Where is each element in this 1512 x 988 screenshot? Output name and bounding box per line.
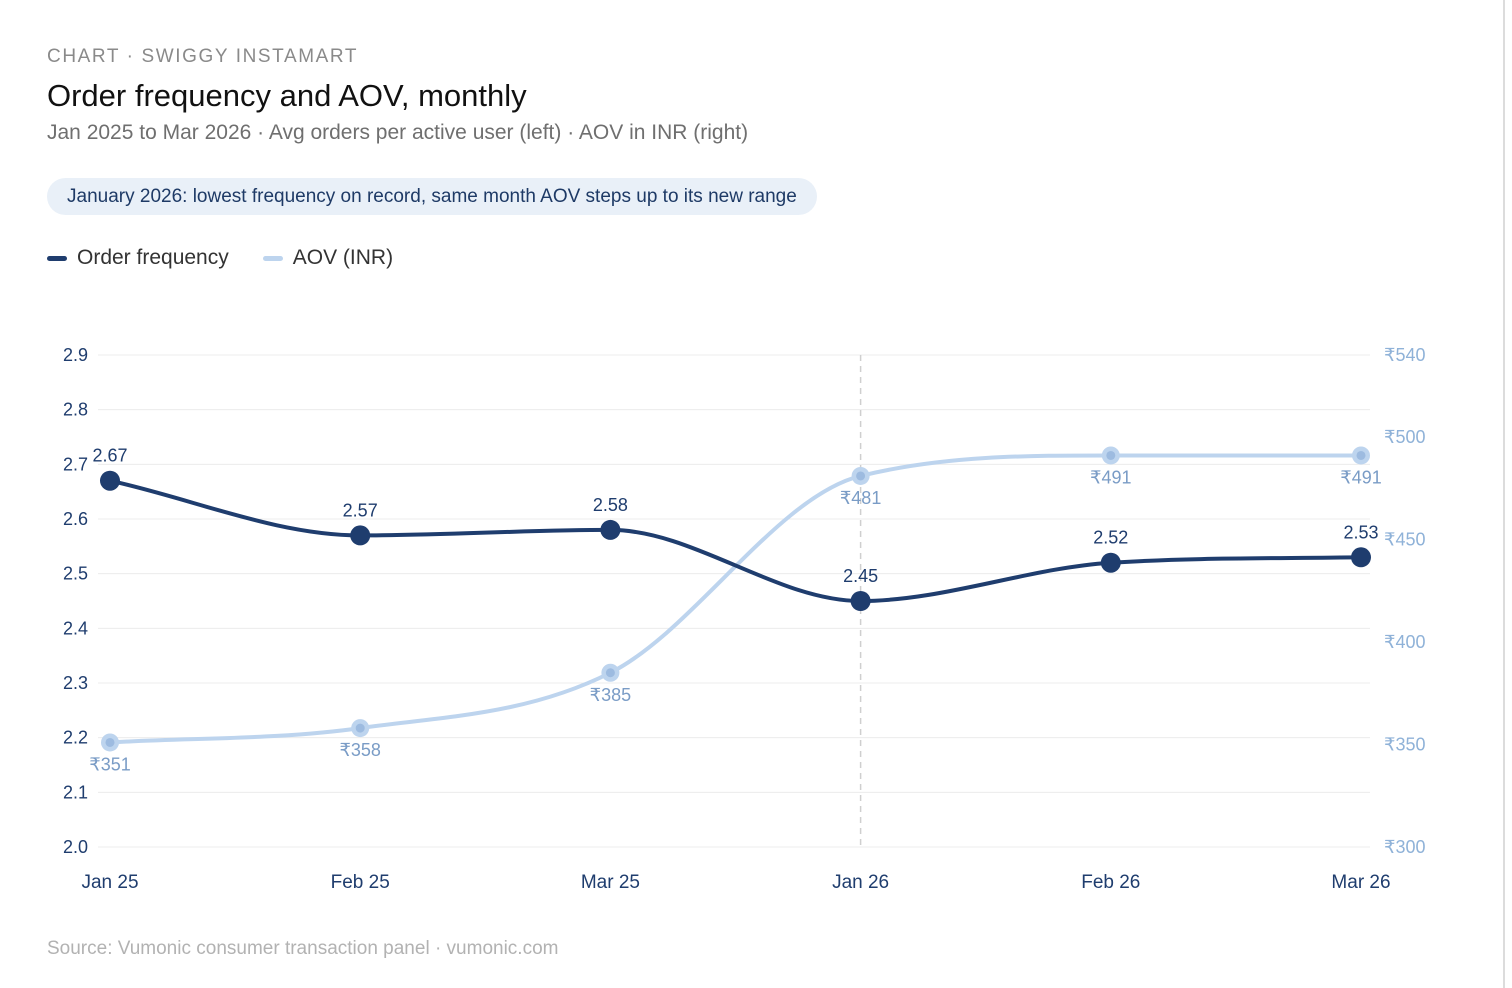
x-axis-tick-label: Mar 26	[1331, 872, 1390, 893]
window-edge-divider	[1503, 0, 1505, 988]
order-frequency-point	[1100, 552, 1121, 573]
aov-point-core	[1106, 450, 1116, 460]
left-axis-tick-label: 2.5	[63, 564, 88, 584]
chart-legend: Order frequency AOV (INR)	[47, 246, 393, 270]
order-frequency-data-label: 2.58	[593, 495, 628, 515]
left-axis-tick-label: 2.4	[63, 618, 88, 638]
chart-subtitle: Jan 2025 to Mar 2026 · Avg orders per ac…	[47, 121, 749, 144]
right-axis-tick-label: ₹540	[1384, 345, 1425, 365]
legend-swatch-aov	[262, 255, 283, 261]
left-axis-tick-label: 2.0	[63, 837, 88, 857]
left-axis-tick-label: 2.7	[63, 454, 88, 474]
x-axis-tick-label: Jan 25	[81, 872, 138, 893]
aov-data-label: ₹491	[1090, 467, 1131, 487]
aov-data-label: ₹385	[590, 685, 631, 705]
order-frequency-data-label: 2.67	[92, 446, 127, 466]
right-axis-tick-label: ₹400	[1384, 632, 1425, 652]
aov-point-core	[355, 723, 365, 733]
aov-point-core	[1356, 450, 1366, 460]
x-axis-tick-label: Mar 25	[581, 872, 640, 893]
aov-series-line	[108, 453, 1363, 745]
aov-data-label: ₹481	[840, 488, 881, 508]
right-axis-tick-label: ₹350	[1384, 735, 1425, 755]
chart-title: Order frequency and AOV, monthly	[47, 78, 527, 113]
legend-item-aov: AOV (INR)	[262, 246, 394, 270]
left-axis-tick-label: 2.8	[63, 400, 88, 420]
x-axis-tick-label: Jan 26	[832, 872, 889, 893]
annotation-callout: January 2026: lowest frequency on record…	[47, 178, 817, 215]
aov-data-label: ₹351	[89, 754, 130, 774]
order-frequency-point	[100, 470, 120, 491]
order-frequency-data-label: 2.53	[1343, 522, 1378, 542]
left-axis-tick-label: 2.6	[63, 509, 88, 529]
right-axis-tick-label: ₹450	[1384, 530, 1425, 550]
order-frequency-point	[850, 591, 871, 611]
source-footnote: Source: Vumonic consumer transaction pan…	[47, 938, 559, 959]
left-axis-tick-label: 2.1	[63, 782, 88, 802]
order-frequency-point	[350, 525, 371, 546]
aov-data-label: ₹358	[339, 740, 380, 760]
order-frequency-data-label: 2.52	[1093, 528, 1128, 548]
legend-swatch-order-frequency	[47, 255, 67, 261]
aov-point-core	[856, 471, 866, 481]
left-axis-tick-label: 2.9	[63, 345, 88, 365]
order-frequency-point	[1351, 547, 1371, 568]
order-frequency-data-label: 2.45	[843, 566, 878, 586]
order-frequency-series-line	[108, 478, 1363, 604]
aov-data-label: ₹491	[1340, 467, 1381, 487]
order-frequency-data-label: 2.57	[343, 500, 378, 520]
aov-point-core	[605, 668, 615, 678]
x-axis-tick-label: Feb 26	[1081, 872, 1140, 893]
right-axis-tick-label: ₹300	[1384, 837, 1425, 857]
legend-item-order-frequency: Order frequency	[47, 246, 229, 270]
right-axis-tick-label: ₹500	[1384, 427, 1425, 447]
left-axis-tick-label: 2.2	[63, 728, 88, 748]
dual-axis-line-chart: 2.0 2.1 2.2 2.3 2.4 2.5 2.6 2.7 2.8 2.9 ₹300 ₹350 ₹4…	[63, 345, 1426, 893]
chart-eyebrow: CHART · SWIGGY INSTAMART	[47, 46, 359, 67]
legend-label-order-frequency: Order frequency	[77, 246, 229, 269]
left-axis-tick-label: 2.3	[63, 673, 88, 693]
legend-label-aov: AOV (INR)	[292, 246, 394, 269]
x-axis-tick-label: Feb 25	[331, 872, 390, 893]
aov-point-core	[105, 737, 115, 747]
order-frequency-point	[600, 519, 621, 540]
